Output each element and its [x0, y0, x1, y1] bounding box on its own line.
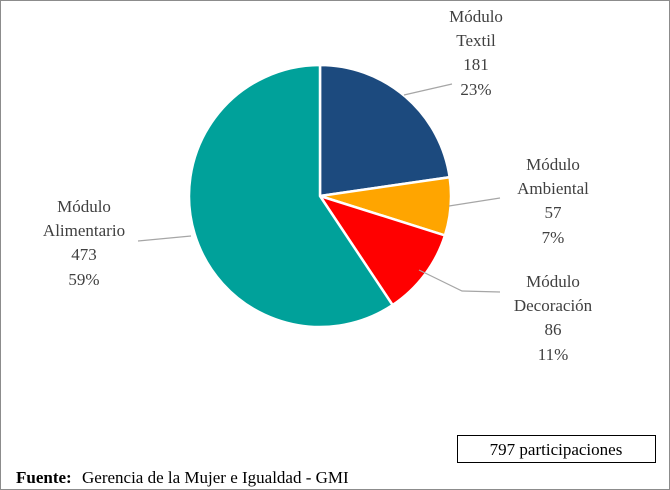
percentage-label: 59% — [68, 270, 99, 289]
label-line: Módulo — [526, 272, 580, 291]
slice-label: Módulo Textil — [449, 7, 503, 50]
leader-line — [418, 269, 501, 293]
percentage-label: 11% — [538, 345, 569, 364]
percentage-label: 23% — [460, 80, 491, 99]
leader-line — [137, 235, 192, 242]
label-line: Módulo — [57, 197, 111, 216]
slice-label: Módulo Decoración — [514, 272, 593, 315]
annotation: 797 participaciones — [490, 440, 623, 459]
pie-slice — [318, 63, 452, 198]
label-line: Módulo — [449, 7, 503, 26]
value-label: 181 — [463, 55, 489, 74]
value-label: 57 — [545, 203, 563, 222]
slice-label: Módulo Alimentario — [43, 197, 125, 240]
label-line: Módulo — [526, 155, 580, 174]
leader-line — [448, 197, 501, 207]
annotation-box — [457, 435, 656, 463]
slice-label: Módulo Ambiental — [517, 155, 589, 198]
percentage-label: 7% — [542, 228, 565, 247]
label-line: Alimentario — [43, 221, 125, 240]
value-label: 473 — [71, 245, 97, 264]
source: Gerencia de la Mujer e Igualdad - GMI — [82, 468, 349, 487]
label-line: Ambiental — [517, 179, 589, 198]
pie-slice — [187, 63, 395, 329]
source-label: Fuente: — [16, 468, 72, 487]
value-label: 86 — [545, 320, 562, 339]
leader-line — [403, 83, 453, 96]
label-line: Decoración — [514, 296, 593, 315]
label-line: Textil — [456, 31, 496, 50]
pie-slice — [316, 193, 447, 307]
